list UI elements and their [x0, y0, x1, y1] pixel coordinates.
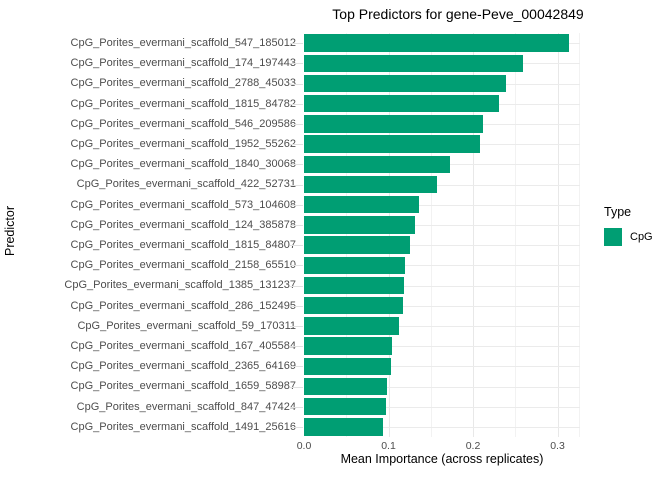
y-tick-label: CpG_Porites_evermani_scaffold_847_47424: [76, 400, 296, 413]
legend-label: CpG: [630, 231, 653, 243]
y-tick-label: CpG_Porites_evermani_scaffold_547_185012: [70, 37, 296, 49]
legend: Type CpG: [604, 205, 653, 246]
y-tick-label: CpG_Porites_evermani_scaffold_1815_84807: [70, 239, 296, 251]
y-tick-mark: [290, 285, 303, 287]
y-tick-mark: [290, 386, 303, 388]
y-tick-label: CpG_Porites_evermani_scaffold_573_104608: [70, 198, 296, 211]
x-tick-label: 0.3: [550, 440, 565, 452]
y-tick-mark: [290, 265, 303, 267]
y-tick-label: CpG_Porites_evermani_scaffold_286_152495: [70, 299, 296, 312]
gridline-vertical: [389, 33, 390, 437]
gridline-vertical: [579, 33, 580, 437]
bar: [304, 216, 415, 234]
y-tick-mark: [290, 63, 303, 65]
y-tick-label: CpG_Porites_evermani_scaffold_546_209586: [70, 117, 296, 130]
bar: [304, 317, 399, 335]
y-tick-mark: [290, 366, 303, 368]
bar: [304, 175, 437, 194]
bar: [304, 115, 484, 133]
plot-panel: [304, 33, 580, 437]
y-tick-label: CpG_Porites_evermani_scaffold_174_197443: [70, 57, 296, 70]
y-tick-mark: [290, 184, 303, 186]
y-tick-label: CpG_Porites_evermani_scaffold_1840_30068: [70, 158, 296, 171]
y-tick-label: CpG_Porites_evermani_scaffold_1952_55262: [70, 138, 296, 150]
bar: [304, 418, 383, 436]
y-tick-mark: [290, 204, 303, 206]
bar: [304, 256, 405, 275]
bar: [304, 195, 419, 214]
bar: [304, 54, 523, 73]
gridline-vertical: [431, 33, 432, 437]
y-tick-label: CpG_Porites_evermani_scaffold_1659_58987: [70, 380, 296, 393]
y-tick-mark: [290, 164, 303, 166]
gridline-horizontal: [304, 265, 580, 267]
gridline-vertical: [515, 33, 516, 437]
chart-title: Top Predictors for gene-Peve_00042849: [332, 6, 584, 22]
y-tick-label: CpG_Porites_evermani_scaffold_1385_13123…: [64, 279, 296, 292]
y-tick-label: CpG_Porites_evermani_scaffold_2365_64169: [70, 360, 296, 373]
bar: [304, 155, 451, 174]
legend-item-cpg: CpG: [604, 228, 653, 246]
gridline-horizontal: [304, 204, 580, 206]
gridline-horizontal: [304, 386, 580, 388]
bar: [304, 357, 392, 376]
legend-title: Type: [604, 205, 632, 219]
gridline-horizontal: [304, 224, 580, 226]
gridline-horizontal: [304, 285, 580, 287]
y-tick-mark: [290, 144, 303, 146]
gridline-horizontal: [304, 346, 580, 348]
y-tick-label: CpG_Porites_evermani_scaffold_2788_45033: [70, 77, 296, 90]
y-tick-label: CpG_Porites_evermani_scaffold_422_52731: [76, 178, 296, 191]
y-tick-label: CpG_Porites_evermani_scaffold_2158_65510: [70, 259, 296, 272]
bar: [304, 377, 387, 396]
gridline-horizontal: [304, 305, 580, 307]
x-tick-label: 0.2: [465, 440, 481, 452]
bar: [304, 276, 404, 295]
y-tick-mark: [290, 406, 303, 408]
bar: [304, 135, 480, 153]
gridline-vertical: [473, 33, 474, 437]
bar: [304, 296, 403, 315]
x-tick-label: 0.1: [381, 440, 396, 452]
y-tick-mark: [290, 123, 303, 125]
y-tick-label: CpG_Porites_evermani_scaffold_59_170311: [77, 319, 296, 332]
y-tick-mark: [290, 346, 303, 348]
y-tick-mark: [290, 83, 303, 85]
y-tick-label: CpG_Porites_evermani_scaffold_124_385878: [70, 218, 296, 231]
x-axis-title: Mean Importance (across replicates): [340, 452, 544, 466]
legend-swatch-icon: [604, 228, 622, 246]
gridline-horizontal: [304, 184, 580, 186]
bar: [304, 397, 386, 416]
y-tick-mark: [290, 325, 303, 327]
gridline-horizontal: [304, 245, 580, 247]
y-tick-mark: [290, 103, 303, 105]
gridline-horizontal: [304, 406, 580, 408]
gridline-vertical: [558, 33, 559, 437]
gridline-horizontal: [304, 325, 580, 327]
bar: [304, 236, 411, 254]
bar: [304, 74, 506, 93]
y-tick-mark: [290, 305, 303, 307]
y-tick-label: CpG_Porites_evermani_scaffold_167_405584: [70, 340, 296, 352]
bar: [304, 34, 569, 52]
bar: [304, 337, 392, 355]
y-tick-mark: [290, 245, 303, 247]
gridline-horizontal: [304, 426, 580, 428]
y-tick-mark: [290, 43, 303, 45]
gridline-horizontal: [304, 366, 580, 368]
x-tick-label: 0.0: [296, 440, 312, 452]
y-tick-label: CpG_Porites_evermani_scaffold_1815_84782: [70, 97, 296, 110]
y-tick-label: CpG_Porites_evermani_scaffold_1491_25616: [70, 420, 296, 433]
gridline-vertical: [346, 33, 347, 437]
y-tick-mark: [290, 426, 303, 428]
y-tick-mark: [290, 224, 303, 226]
bar: [304, 94, 500, 113]
